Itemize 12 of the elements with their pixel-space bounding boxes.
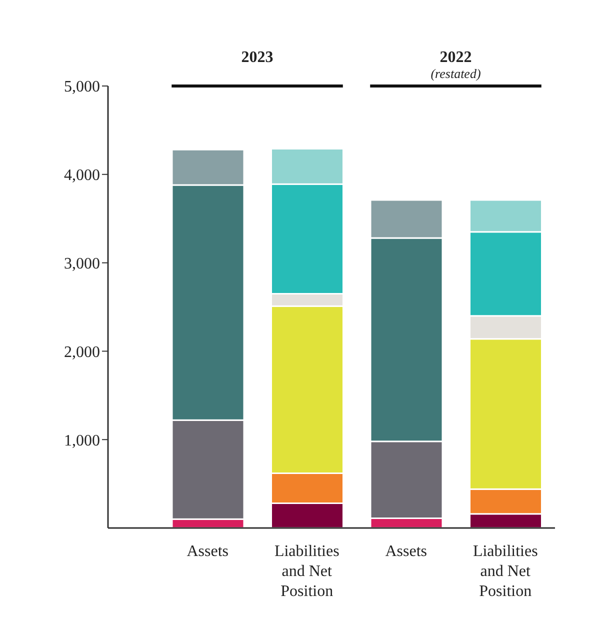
text: 2022: [440, 49, 472, 66]
y-tick-label: 2,000: [64, 344, 100, 361]
x-tick-label: Liabilities and Net Position: [472, 543, 538, 600]
y-tick-label: 1,000: [64, 432, 100, 450]
text: (restated): [430, 66, 481, 81]
x-tick-label: Liabilities and Net Position: [274, 543, 340, 600]
y-tick-label: 5,000: [64, 78, 100, 96]
x-tick-label: Assets: [385, 543, 428, 560]
y-tick-label: 4,000: [64, 167, 100, 184]
x-tick-label: Assets: [186, 543, 229, 560]
y-tick-label: 3,000: [64, 255, 100, 272]
text: 2023: [241, 49, 274, 66]
